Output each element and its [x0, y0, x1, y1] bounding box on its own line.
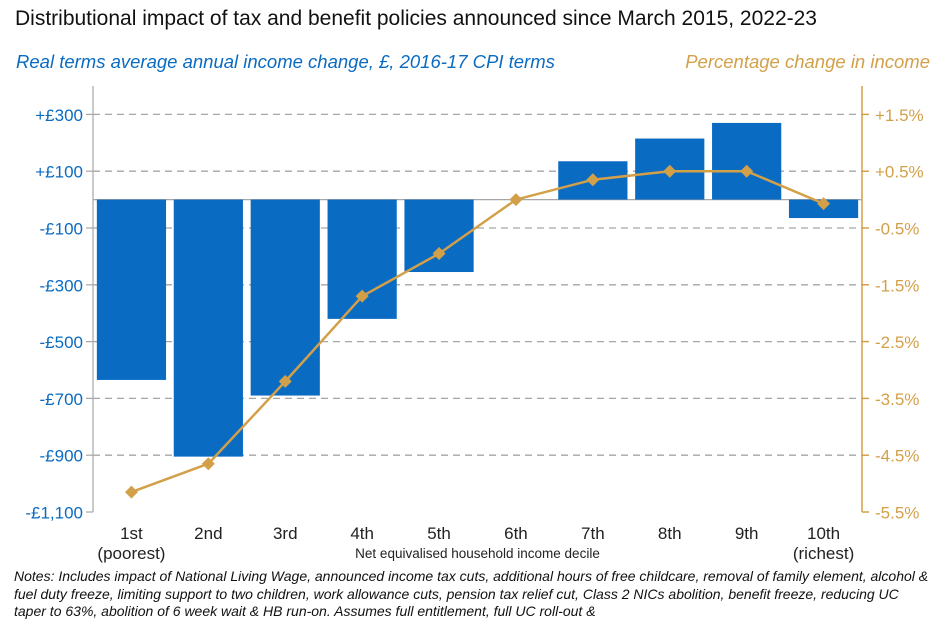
marker-1st [124, 485, 138, 499]
category-label: 3rd [273, 524, 298, 543]
category-label: 2nd [194, 524, 222, 543]
category-label: 4th [350, 524, 374, 543]
right-axis-tick-label: -0.5% [875, 220, 919, 239]
left-axis-tick-label: +£100 [35, 163, 83, 182]
left-axis-tick-label: -£1,100 [25, 504, 83, 523]
category-label: 5th [427, 524, 451, 543]
left-axis-tick-label: -£900 [40, 447, 83, 466]
right-axis-tick-label: -4.5% [875, 447, 919, 466]
category-sublabel: (poorest) [97, 544, 165, 563]
marker-9th [740, 164, 754, 178]
right-axis-title: Percentage change in income [685, 51, 930, 72]
category-label: 10th [807, 524, 840, 543]
left-axis-tick-label: -£300 [40, 276, 83, 295]
bar-1st [96, 199, 167, 380]
category-label: 8th [658, 524, 682, 543]
chart-notes: Notes: Includes impact of National Livin… [14, 568, 929, 619]
marker-6th [509, 193, 523, 207]
right-axis-tick-label: +0.5% [875, 163, 924, 182]
right-axis-tick-label: -2.5% [875, 333, 919, 352]
marker-2nd [201, 457, 215, 471]
category-label: 7th [581, 524, 605, 543]
bar-3rd [250, 199, 320, 396]
marker-8th [663, 164, 677, 178]
x-axis-title: Net equivalised household income decile [355, 546, 600, 561]
percentage-line [130, 169, 825, 494]
category-label: 6th [504, 524, 528, 543]
bar-2nd [173, 199, 243, 457]
bar-9th [712, 122, 782, 200]
left-axis-tick-label: -£700 [40, 390, 83, 409]
category-sublabel: (richest) [793, 544, 854, 563]
left-axis-tick-label: -£100 [40, 220, 83, 239]
left-axis-title: Real terms average annual income change,… [16, 51, 555, 72]
marker-4th [355, 289, 369, 303]
right-axis-tick-label: -1.5% [875, 276, 919, 295]
marker-10th [817, 197, 831, 211]
right-axis-tick-label: +1.5% [875, 106, 924, 125]
category-label: 1st [120, 524, 143, 543]
marker-3rd [278, 374, 292, 388]
combo-chart: +£300 +£100 -£100 -£300 -£500 -£700 -£900 -£1,1… [25, 86, 924, 563]
marker-7th [586, 173, 600, 187]
left-axis-tick-label: +£300 [35, 106, 83, 125]
chart-title: Distributional impact of tax and benefit… [15, 7, 817, 30]
marker-5th [432, 247, 446, 261]
category-label: 9th [735, 524, 759, 543]
right-axis-tick-label: -3.5% [875, 390, 919, 409]
left-axis-tick-label: -£500 [40, 333, 83, 352]
right-axis-tick-label: -5.5% [875, 504, 919, 523]
